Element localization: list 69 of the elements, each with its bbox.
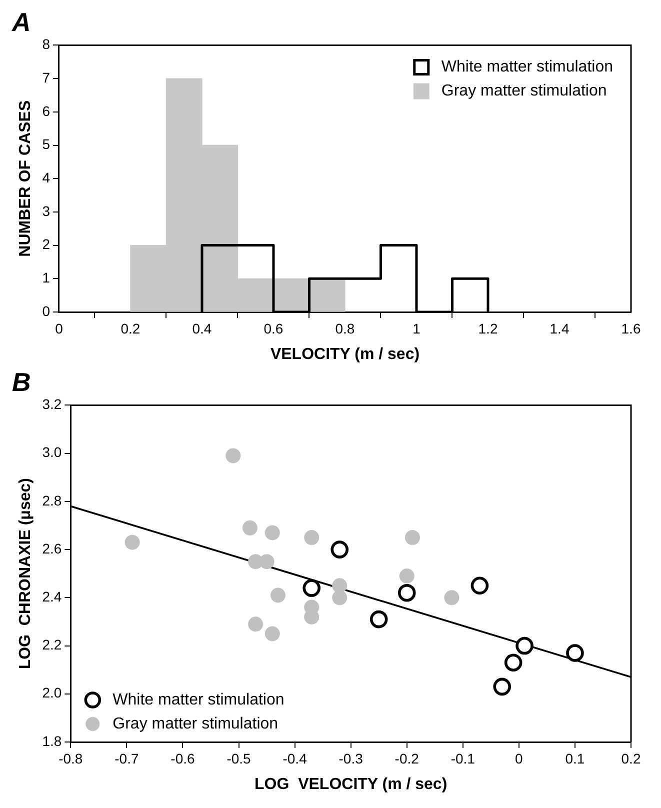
y-tick-label: 1 (42, 270, 50, 286)
point (302, 579, 321, 597)
point (504, 654, 522, 672)
x-tick-label: 0.2 (120, 320, 140, 336)
x-tick-label: 1.2 (478, 320, 498, 336)
point (226, 448, 241, 464)
y-tick-label: 2.6 (42, 540, 62, 556)
y-tick-label: 7 (42, 69, 50, 86)
point (124, 534, 140, 550)
y-axis-title: LOG CHRONAXIE (μsec) (17, 478, 34, 670)
legend-label: White matter stimulation (112, 691, 284, 708)
point (566, 644, 584, 662)
x-tick-label: 1.6 (621, 320, 641, 336)
point (470, 576, 489, 595)
y-tick-label: 3 (42, 202, 50, 219)
x-tick-label: -0.5 (226, 750, 252, 766)
x-tick-label: -0.3 (338, 750, 364, 766)
x-tick-label: 0.8 (335, 320, 355, 336)
y-tick-label: 2.8 (42, 492, 62, 508)
y-tick-label: 2.4 (42, 588, 62, 605)
x-tick-label: 1.4 (550, 320, 570, 336)
y-tick-label: 6 (42, 102, 50, 119)
y-tick-label: 4 (42, 169, 50, 186)
point (242, 520, 258, 536)
point (270, 588, 286, 603)
x-tick-label: 0.2 (621, 750, 641, 766)
point (516, 636, 534, 655)
x-tick-label: 0.1 (565, 750, 585, 766)
point (444, 590, 460, 606)
y-tick-label: 5 (42, 136, 50, 152)
y-tick-label: 8 (42, 36, 50, 52)
x-tick-label: 0 (515, 750, 524, 766)
point (264, 525, 280, 540)
point (332, 578, 348, 594)
x-tick-label: 0.4 (192, 320, 212, 336)
y-axis-title: NUMBER OF CASES (17, 100, 34, 257)
x-axis-title: VELOCITY (m / sec) (270, 346, 420, 363)
y-tick-label: 1.8 (42, 732, 62, 749)
point (404, 530, 420, 546)
point (398, 584, 416, 602)
y-tick-label: 3.2 (42, 396, 62, 412)
x-tick-label: -0.7 (114, 750, 139, 766)
point (304, 530, 320, 546)
point (370, 610, 388, 628)
legend-label: Gray matter stimulation (441, 82, 607, 100)
point (264, 626, 280, 642)
x-axis-title: LOG VELOCITY (m / sec) (254, 776, 448, 793)
point (330, 540, 349, 558)
point (248, 616, 264, 632)
x-tick-label: -0.6 (170, 750, 196, 766)
y-tick-label: 3.0 (42, 444, 62, 460)
x-tick-label: 1 (412, 320, 421, 336)
y-tick-label: 2.2 (42, 636, 62, 653)
x-tick-label: -0.8 (58, 750, 83, 766)
y-tick-label: 2.0 (42, 684, 62, 701)
point (399, 568, 414, 584)
chart-title: A (11, 6, 31, 37)
legend-label: White matter stimulation (441, 58, 613, 76)
point (493, 678, 512, 696)
x-tick-label: -0.2 (394, 750, 420, 766)
point (332, 590, 348, 606)
point (259, 554, 274, 570)
legend-label: Gray matter stimulation (112, 715, 278, 732)
y-tick-label: 0 (42, 302, 50, 319)
x-tick-label: -0.1 (450, 750, 476, 766)
x-tick-label: -0.4 (282, 750, 308, 766)
y-tick-label: 2 (42, 236, 50, 252)
chart-title: B (12, 366, 31, 397)
x-tick-label: 0.6 (264, 320, 284, 336)
